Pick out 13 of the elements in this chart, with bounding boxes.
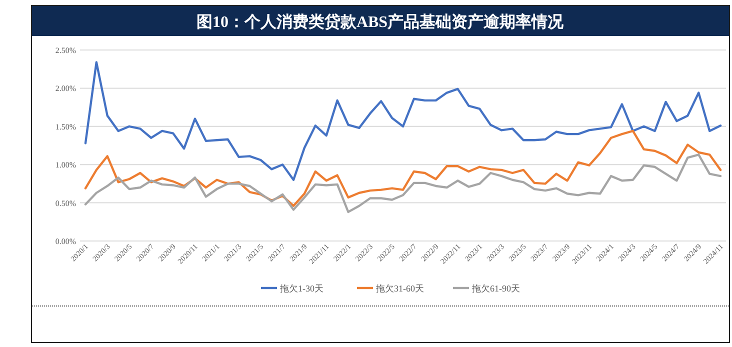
legend-label: 拖欠61-90天 <box>471 284 520 294</box>
y-tick-label: 2.00% <box>55 84 76 94</box>
y-tick-label: 0.00% <box>55 237 76 246</box>
y-tick-label: 0.50% <box>55 198 76 208</box>
y-tick-label: 2.50% <box>55 46 76 55</box>
line-series <box>84 61 722 181</box>
y-tick-label: 1.50% <box>55 122 76 132</box>
line-series <box>84 130 722 207</box>
legend-label: 拖欠1-30天 <box>279 284 324 294</box>
y-tick-label: 1.00% <box>55 160 76 170</box>
legend-label: 拖欠31-60天 <box>375 284 424 294</box>
line-series <box>84 154 722 214</box>
chart-title: 图10：个人消费类贷款ABS产品基础资产逾期率情况 <box>196 12 565 31</box>
